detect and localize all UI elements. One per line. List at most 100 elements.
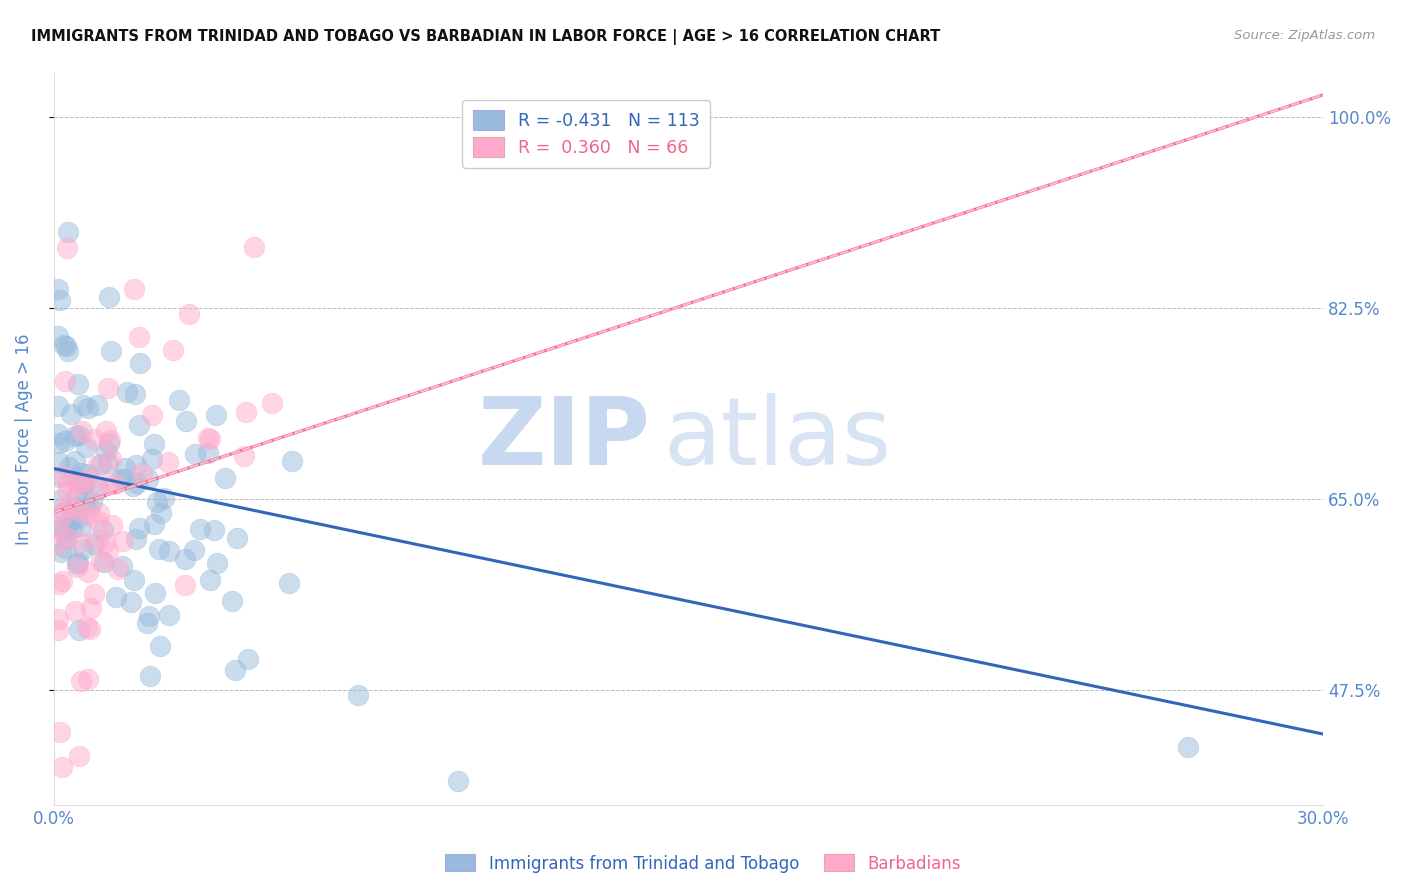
Point: [129, 356, 152, 370]
Point: [48, 293, 70, 308]
Point: [76, 620, 98, 634]
Text: atlas: atlas: [664, 393, 891, 485]
Point: [67, 623, 90, 637]
Point: [77, 508, 100, 523]
Point: [157, 544, 180, 558]
Point: [142, 517, 165, 532]
Point: [97, 457, 120, 471]
Point: [90, 554, 112, 568]
Point: [69, 520, 91, 534]
Point: [141, 408, 163, 422]
Point: [112, 472, 135, 486]
Point: [65, 429, 87, 443]
Point: [100, 451, 122, 466]
Point: [87, 514, 110, 528]
Point: [145, 586, 167, 600]
Point: [198, 432, 221, 446]
Point: [73, 476, 96, 491]
Point: [98, 436, 121, 450]
Point: [205, 556, 228, 570]
Point: [53, 541, 76, 555]
Point: [46, 399, 69, 413]
Point: [143, 437, 166, 451]
Point: [72, 398, 94, 412]
Point: [59, 511, 82, 525]
Point: [53, 434, 76, 449]
Point: [51, 574, 73, 588]
Point: [139, 669, 162, 683]
Point: [235, 405, 257, 419]
Point: [65, 480, 87, 494]
Point: [48, 455, 70, 469]
Point: [173, 551, 195, 566]
Point: [67, 427, 90, 442]
Point: [72, 542, 94, 557]
Point: [86, 533, 108, 547]
Point: [46, 520, 69, 534]
Point: [122, 282, 145, 296]
Point: [174, 578, 197, 592]
Point: [49, 492, 72, 507]
Point: [84, 480, 107, 494]
Point: [69, 534, 91, 549]
Point: [188, 522, 211, 536]
Point: [79, 601, 101, 615]
Point: [70, 424, 93, 438]
Point: [122, 479, 145, 493]
Point: [114, 460, 136, 475]
Point: [67, 475, 90, 489]
Point: [70, 466, 93, 480]
Point: [104, 476, 127, 491]
Point: [224, 663, 246, 677]
Point: [281, 454, 304, 468]
Point: [72, 476, 94, 491]
Text: IMMIGRANTS FROM TRINIDAD AND TOBAGO VS BARBADIAN IN LABOR FORCE | AGE > 16 CORRE: IMMIGRANTS FROM TRINIDAD AND TOBAGO VS B…: [31, 29, 941, 45]
Point: [46, 427, 69, 442]
Point: [46, 282, 69, 296]
Point: [148, 541, 170, 556]
Point: [262, 396, 284, 410]
Point: [125, 458, 148, 473]
Point: [174, 414, 197, 428]
Point: [98, 434, 121, 448]
Point: [86, 398, 108, 412]
Legend: R = -0.431   N = 113, R =  0.360   N = 66: R = -0.431 N = 113, R = 0.360 N = 66: [463, 100, 710, 168]
Point: [65, 473, 87, 487]
Point: [97, 381, 120, 395]
Point: [107, 562, 129, 576]
Point: [55, 241, 77, 255]
Point: [197, 446, 219, 460]
Point: [125, 476, 148, 491]
Point: [63, 604, 86, 618]
Point: [277, 576, 299, 591]
Point: [112, 533, 135, 548]
Point: [87, 507, 110, 521]
Point: [56, 225, 79, 239]
Point: [146, 494, 169, 508]
Point: [56, 344, 79, 359]
Point: [51, 760, 73, 774]
Point: [76, 673, 98, 687]
Point: [66, 557, 89, 571]
Point: [83, 587, 105, 601]
Point: [198, 573, 221, 587]
Point: [66, 560, 89, 574]
Point: [197, 431, 219, 445]
Point: [58, 459, 80, 474]
Point: [55, 530, 77, 544]
Point: [90, 457, 112, 471]
Point: [128, 417, 150, 432]
Point: [221, 593, 243, 607]
Point: [55, 338, 77, 352]
Point: [75, 496, 97, 510]
Point: [226, 531, 249, 545]
Point: [94, 444, 117, 458]
Point: [63, 499, 86, 513]
Point: [56, 485, 79, 500]
Point: [65, 490, 87, 504]
Point: [51, 509, 73, 524]
Point: [67, 555, 90, 569]
Point: [87, 482, 110, 496]
Point: [55, 531, 77, 545]
Point: [83, 536, 105, 550]
